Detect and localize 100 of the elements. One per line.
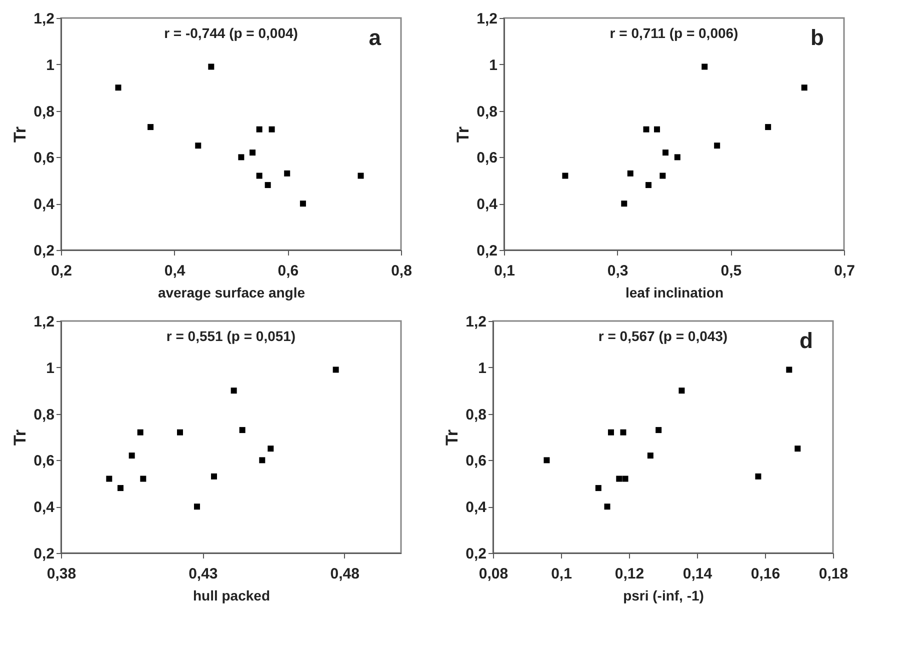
point [621,200,628,207]
y-tick-label: 1,2 [466,314,486,330]
x-tick-label: 0,43 [188,566,218,582]
point [627,170,634,176]
point [230,388,237,394]
y-tick-label: 1,2 [34,10,54,28]
y-tick-label: 0,2 [34,242,54,260]
x-axis-title: average surface angle [158,284,306,300]
point [264,182,271,188]
point [702,64,708,70]
point [714,142,720,149]
point [794,446,801,452]
point [647,452,654,459]
x-tick-label: 0,38 [46,566,76,582]
point [544,457,550,464]
x-tick-label: 0,1 [494,262,515,280]
y-tick-label: 0,2 [34,546,54,562]
point [755,473,762,480]
x-tick-label: 0,12 [614,566,644,582]
y-tick-label: 0,8 [466,406,486,424]
point [595,485,602,492]
point [177,429,183,436]
point [332,366,339,373]
y-tick-label: 0,2 [466,546,486,562]
y-tick-label: 1,2 [34,314,54,330]
point [250,150,256,156]
point [106,476,112,482]
point [300,200,306,207]
y-axis-title: Tr [10,126,30,143]
point [562,172,568,179]
y-tick-label: 0,8 [476,103,498,120]
annotation: r = -0,744 (p = 0,004) [164,25,298,41]
y-axis-title: Tr [454,126,473,143]
point [678,388,685,394]
y-tick-label: 0,6 [34,150,54,167]
point [195,142,202,149]
y-tick-label: 0,8 [34,406,54,424]
y-axis-title: Tr [442,429,462,446]
point [656,427,662,434]
x-tick-label: 0,18 [818,566,848,582]
y-tick-label: 0,2 [476,242,498,260]
x-tick-label: 0,16 [750,566,780,582]
point [358,172,364,179]
point [643,126,650,132]
point [256,172,262,179]
point [268,126,275,132]
x-axis-title: leaf inclination [625,284,724,300]
x-tick-label: 0,14 [682,566,713,582]
y-axis-title: Tr [10,429,30,446]
y-tick-label: 1 [489,56,498,74]
x-tick-label: 0,7 [834,262,855,280]
point [238,154,244,160]
y-tick-label: 0,8 [34,103,54,120]
point [660,172,666,179]
y-tick-label: 0,6 [476,150,498,167]
point [118,485,124,492]
point [194,504,200,510]
point [622,476,628,482]
point [140,476,146,482]
point [616,476,622,482]
annotation: a [368,25,382,50]
y-tick-label: 0,4 [34,499,56,516]
y-tick-label: 0,4 [476,196,498,214]
point [128,452,135,459]
x-axis-title: hull packed [192,588,270,604]
y-tick-label: 1 [478,360,486,377]
point [604,504,610,510]
y-tick-label: 0,4 [34,196,56,214]
y-tick-label: 1 [46,360,54,377]
point [786,366,792,373]
point [239,427,246,434]
point [646,182,652,188]
annotation: r = 0,567 (p = 0,043) [598,328,728,344]
point [620,429,626,436]
point [256,126,262,132]
annotation: r = 0,551 (p = 0,051) [166,328,296,344]
y-tick-label: 1 [46,56,54,74]
point [284,170,290,176]
annotation: b [810,25,824,50]
x-axis-title: psri (-inf, -1) [623,588,704,604]
point [801,84,808,91]
point [674,154,680,160]
point [268,446,274,452]
point [115,84,122,91]
x-tick-label: 0,6 [278,262,299,280]
annotation: r = 0,711 (p = 0,006) [610,25,738,41]
point [765,124,772,130]
point [259,457,266,464]
x-tick-label: 0,5 [720,262,742,280]
x-tick-label: 0,4 [164,262,186,280]
point [654,126,660,132]
point [662,150,668,156]
point [137,429,144,436]
x-tick-label: 0,8 [391,262,412,280]
x-tick-label: 0,08 [478,566,508,582]
y-tick-label: 0,4 [466,499,488,516]
y-tick-label: 1,2 [476,10,498,28]
annotation: d [800,328,813,353]
point [208,64,214,70]
y-tick-label: 0,6 [34,452,54,470]
